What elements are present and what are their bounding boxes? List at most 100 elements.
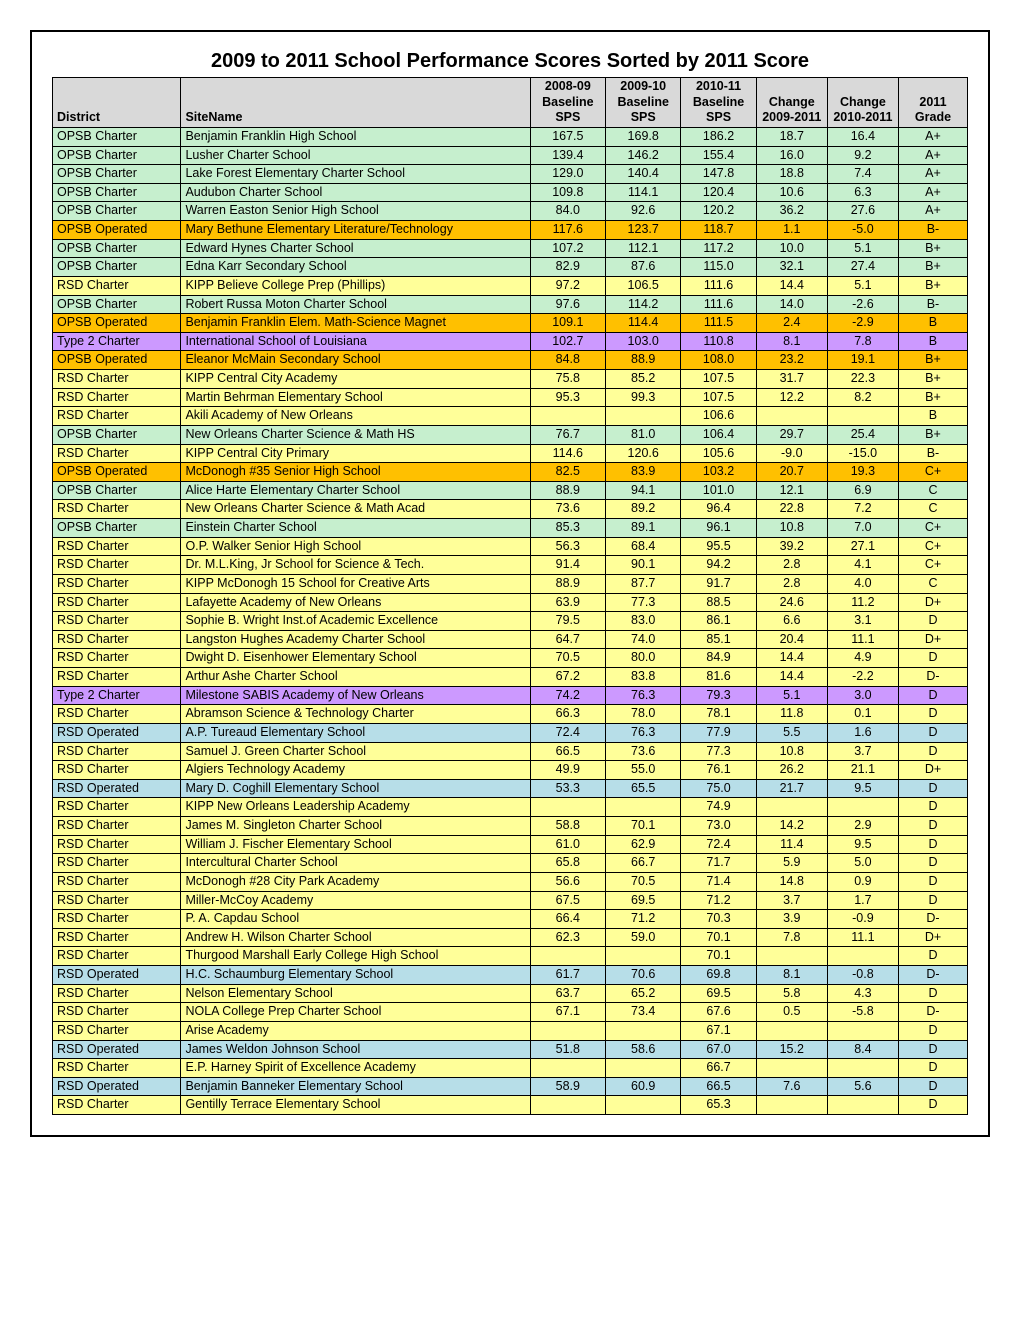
cell: 0.5 xyxy=(756,1003,827,1022)
cell: Lafayette Academy of New Orleans xyxy=(181,593,530,612)
cell: RSD Charter xyxy=(53,407,181,426)
cell: RSD Charter xyxy=(53,947,181,966)
cell: 6.9 xyxy=(827,481,898,500)
cell: OPSB Charter xyxy=(53,127,181,146)
table-row: RSD OperatedH.C. Schaumburg Elementary S… xyxy=(53,966,968,985)
cell: D xyxy=(898,891,967,910)
cell: 3.7 xyxy=(827,742,898,761)
cell: 77.9 xyxy=(681,723,756,742)
cell: International School of Louisiana xyxy=(181,332,530,351)
cell: Mary Bethune Elementary Literature/Techn… xyxy=(181,221,530,240)
table-row: OPSB CharterRobert Russa Moton Charter S… xyxy=(53,295,968,314)
cell: 51.8 xyxy=(530,1040,605,1059)
cell: 3.9 xyxy=(756,910,827,929)
cell: 105.6 xyxy=(681,444,756,463)
cell: Algiers Technology Academy xyxy=(181,761,530,780)
cell: B xyxy=(898,314,967,333)
cell: 117.6 xyxy=(530,221,605,240)
cell: RSD Charter xyxy=(53,761,181,780)
table-row: RSD CharterE.P. Harney Spirit of Excelle… xyxy=(53,1059,968,1078)
cell: 67.1 xyxy=(681,1021,756,1040)
cell: OPSB Charter xyxy=(53,258,181,277)
cell: 96.4 xyxy=(681,500,756,519)
cell: Intercultural Charter School xyxy=(181,854,530,873)
cell: Einstein Charter School xyxy=(181,519,530,538)
cell: 76.3 xyxy=(606,723,681,742)
col-2009-10: 2009-10 Baseline SPS xyxy=(606,78,681,128)
table-row: OPSB CharterWarren Easton Senior High Sc… xyxy=(53,202,968,221)
cell: 39.2 xyxy=(756,537,827,556)
cell: 79.5 xyxy=(530,612,605,631)
cell: 3.7 xyxy=(756,891,827,910)
cell: Thurgood Marshall Early College High Sch… xyxy=(181,947,530,966)
cell: Sophie B. Wright Inst.of Academic Excell… xyxy=(181,612,530,631)
cell: Arise Academy xyxy=(181,1021,530,1040)
table-row: RSD CharterNelson Elementary School63.76… xyxy=(53,984,968,1003)
table-row: OPSB OperatedMcDonogh #35 Senior High Sc… xyxy=(53,463,968,482)
col-district: District xyxy=(53,78,181,128)
cell: D- xyxy=(898,910,967,929)
cell: James M. Singleton Charter School xyxy=(181,817,530,836)
table-row: RSD CharterKIPP New Orleans Leadership A… xyxy=(53,798,968,817)
cell: RSD Charter xyxy=(53,612,181,631)
cell: D xyxy=(898,947,967,966)
cell: 106.5 xyxy=(606,276,681,295)
cell: 77.3 xyxy=(606,593,681,612)
cell: D xyxy=(898,612,967,631)
cell xyxy=(530,1059,605,1078)
table-row: RSD CharterKIPP McDonogh 15 School for C… xyxy=(53,574,968,593)
cell: 81.6 xyxy=(681,668,756,687)
cell: 95.5 xyxy=(681,537,756,556)
cell: 106.4 xyxy=(681,425,756,444)
cell: 76.7 xyxy=(530,425,605,444)
cell: 102.7 xyxy=(530,332,605,351)
cell: Benjamin Franklin Elem. Math-Science Mag… xyxy=(181,314,530,333)
cell: 129.0 xyxy=(530,165,605,184)
table-row: RSD CharterKIPP Believe College Prep (Ph… xyxy=(53,276,968,295)
table-row: OPSB CharterEinstein Charter School85.38… xyxy=(53,519,968,538)
cell: 120.6 xyxy=(606,444,681,463)
cell: 69.5 xyxy=(606,891,681,910)
cell: 65.3 xyxy=(681,1096,756,1115)
cell: D xyxy=(898,1040,967,1059)
cell: A+ xyxy=(898,183,967,202)
cell: 18.8 xyxy=(756,165,827,184)
cell: 66.3 xyxy=(530,705,605,724)
cell: Type 2 Charter xyxy=(53,686,181,705)
table-row: RSD OperatedJames Weldon Johnson School5… xyxy=(53,1040,968,1059)
cell: 69.8 xyxy=(681,966,756,985)
cell: 7.2 xyxy=(827,500,898,519)
cell: Eleanor McMain Secondary School xyxy=(181,351,530,370)
cell: 5.0 xyxy=(827,854,898,873)
cell: 74.9 xyxy=(681,798,756,817)
cell: C+ xyxy=(898,463,967,482)
cell: 66.5 xyxy=(530,742,605,761)
cell: 5.9 xyxy=(756,854,827,873)
cell: D- xyxy=(898,1003,967,1022)
cell: 88.9 xyxy=(530,574,605,593)
cell: D xyxy=(898,686,967,705)
cell: 111.6 xyxy=(681,295,756,314)
cell: NOLA College Prep Charter School xyxy=(181,1003,530,1022)
cell: 66.7 xyxy=(606,854,681,873)
cell: 60.9 xyxy=(606,1077,681,1096)
cell: B+ xyxy=(898,239,967,258)
cell: OPSB Charter xyxy=(53,183,181,202)
cell: 16.0 xyxy=(756,146,827,165)
cell: 21.7 xyxy=(756,779,827,798)
cell: 67.6 xyxy=(681,1003,756,1022)
cell: 58.8 xyxy=(530,817,605,836)
report-container: 2009 to 2011 School Performance Scores S… xyxy=(30,30,990,1137)
cell: 107.2 xyxy=(530,239,605,258)
cell: 95.3 xyxy=(530,388,605,407)
cell: -9.0 xyxy=(756,444,827,463)
cell: 109.8 xyxy=(530,183,605,202)
cell: A+ xyxy=(898,146,967,165)
cell: 2.4 xyxy=(756,314,827,333)
cell: 3.0 xyxy=(827,686,898,705)
cell: O.P. Walker Senior High School xyxy=(181,537,530,556)
cell: 4.9 xyxy=(827,649,898,668)
cell: -5.8 xyxy=(827,1003,898,1022)
cell: 5.8 xyxy=(756,984,827,1003)
cell: D xyxy=(898,1077,967,1096)
